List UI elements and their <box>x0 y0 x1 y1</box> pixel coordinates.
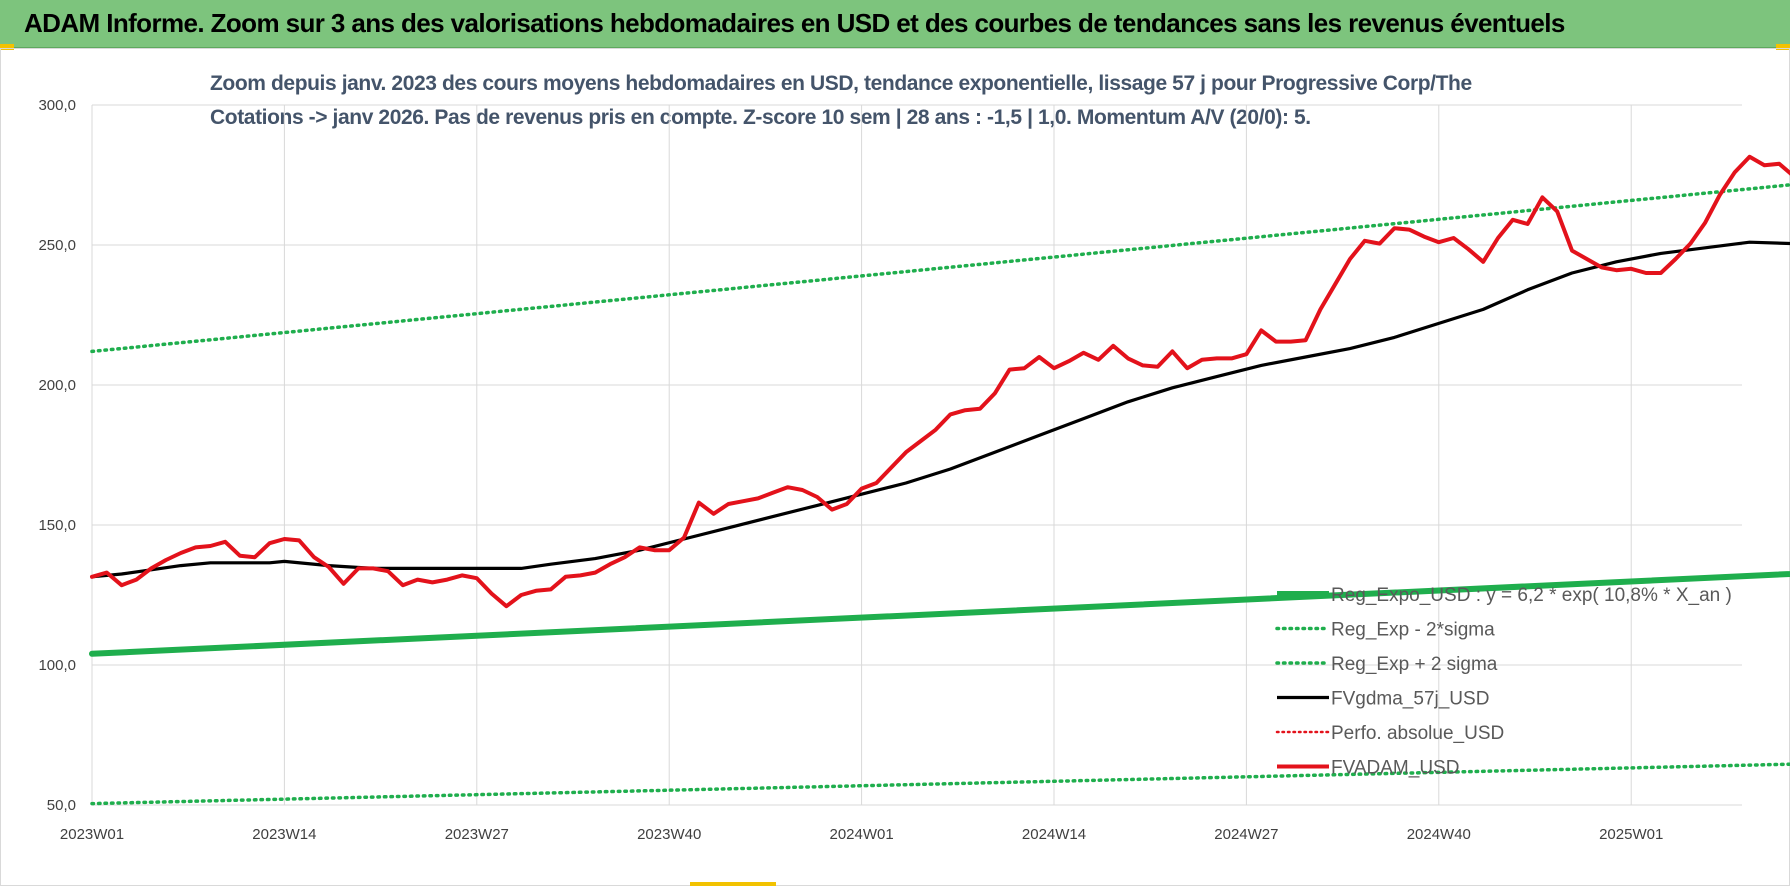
legend-entry: FVADAM_USD <box>1331 758 1459 779</box>
x-tick-label: 2023W01 <box>60 826 124 843</box>
y-tick-label: 300,0 <box>38 97 76 114</box>
lower-band-line <box>90 762 1790 806</box>
legend-entry: Reg_Exp - 2*sigma <box>1331 620 1495 641</box>
y-tick-label: 150,0 <box>38 517 76 534</box>
x-tick-label: 2025W01 <box>1599 826 1663 843</box>
chart-title-line-2: Cotations -> janv 2026. Pas de revenus p… <box>210 106 1311 129</box>
bottom-marker <box>690 882 776 886</box>
price-line <box>90 154 1790 609</box>
report-banner: ADAM Informe. Zoom sur 3 ans des valoris… <box>0 0 1790 48</box>
x-tick-label: 2024W40 <box>1407 826 1471 843</box>
x-tick-label: 2024W14 <box>1022 826 1086 843</box>
corner-marker-left <box>0 44 14 50</box>
x-tick-label: 2023W27 <box>445 826 509 843</box>
chart-title-line-1: Zoom depuis janv. 2023 des cours moyens … <box>210 72 1472 95</box>
x-tick-label: 2024W01 <box>829 826 893 843</box>
y-tick-label: 200,0 <box>38 377 76 394</box>
legend-entry: Reg_Expo_USD : y = 6,2 * exp( 10,8% * X_… <box>1331 585 1732 606</box>
legend-entry: Perfo. absolue_USD <box>1331 723 1504 744</box>
legend-entry: Reg_Exp + 2 sigma <box>1331 654 1498 675</box>
x-tick-label: 2024W27 <box>1214 826 1278 843</box>
y-tick-label: 250,0 <box>38 237 76 254</box>
x-tick-label: 2023W14 <box>252 826 316 843</box>
trend-line <box>89 570 1790 657</box>
x-tick-label: 2023W40 <box>637 826 701 843</box>
y-tick-label: 50,0 <box>47 797 76 814</box>
corner-marker-right <box>1776 44 1790 50</box>
moving-average-line <box>90 240 1790 579</box>
report-title: ADAM Informe. Zoom sur 3 ans des valoris… <box>24 8 1565 38</box>
y-tick-label: 100,0 <box>38 657 76 674</box>
legend-entry: FVgdma_57j_USD <box>1331 689 1489 710</box>
upper-band-line <box>90 183 1790 354</box>
